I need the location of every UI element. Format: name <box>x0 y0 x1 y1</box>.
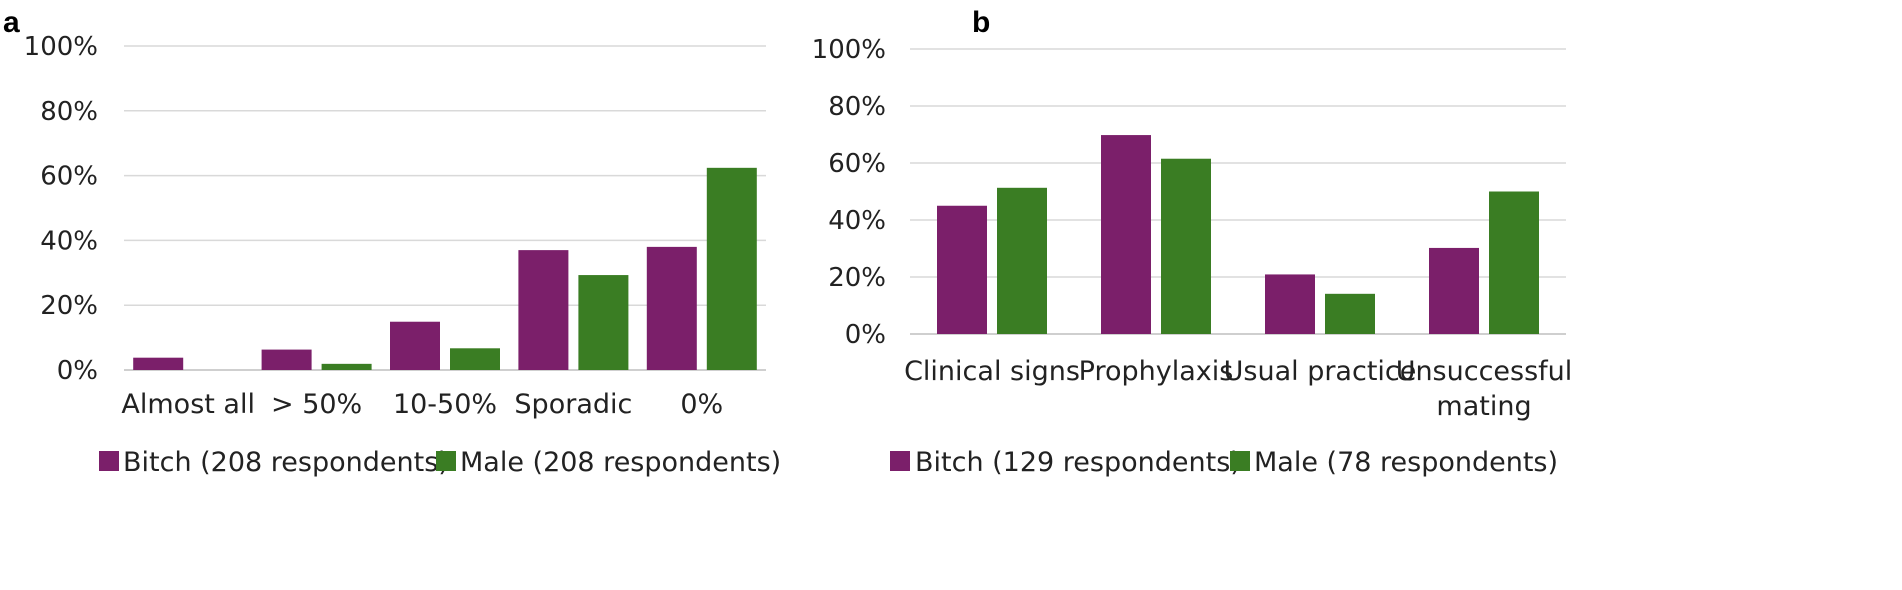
panel-a-category-label: > 50% <box>271 389 362 420</box>
panel-a-bar-bitch <box>133 357 184 370</box>
panel-a-bar-male <box>578 275 629 370</box>
panel-b-bar-male <box>1161 158 1211 334</box>
panel-a-ytick-label: 60% <box>40 162 98 192</box>
panel-b-label: b <box>972 6 990 39</box>
panel-a-bar-male <box>321 363 372 370</box>
panel-b-bar-bitch <box>1265 274 1315 334</box>
panel-a-bar-bitch <box>518 250 569 370</box>
panel-a-legend-swatch-bitch <box>99 451 119 471</box>
panel-b-legend-swatch-bitch <box>890 451 910 471</box>
panel-b-category-label: Prophylaxis <box>1079 356 1234 387</box>
panel-b-bar-male <box>1489 191 1539 334</box>
panel-a-bar-male <box>450 348 500 370</box>
panel-b-ytick-label: 60% <box>828 149 886 179</box>
panel-a-category-label: Sporadic <box>514 389 632 420</box>
panel-a-legend-label-bitch: Bitch (208 respondents) <box>123 447 449 478</box>
panel-a-ytick-label: 40% <box>40 226 98 256</box>
panel-a-bar-male <box>706 167 757 370</box>
panel-a-ytick-label: 20% <box>40 291 98 321</box>
panel-a-legend-swatch-male <box>436 451 456 471</box>
panel-a-ytick-label: 0% <box>57 356 98 386</box>
panel-b-bar-male <box>1325 293 1375 334</box>
panel-a-label: a <box>3 6 20 39</box>
panel-a-legend-label-male: Male (208 respondents) <box>460 447 781 478</box>
panel-b-category-label: Clinical signs <box>904 356 1080 387</box>
panel-b-ytick-label: 0% <box>845 320 886 350</box>
panel-a-ytick-label: 100% <box>24 32 98 62</box>
panel-b-legend-swatch-male <box>1230 451 1250 471</box>
panel-a-bar-bitch <box>261 349 312 370</box>
panel-b-ytick-label: 40% <box>828 206 886 236</box>
panel-b-bar-bitch <box>1429 247 1479 334</box>
panel-b-bar-bitch <box>937 205 987 334</box>
panel-b-ytick-label: 20% <box>828 263 886 293</box>
panel-b-legend-label-male: Male (78 respondents) <box>1254 447 1558 478</box>
panel-b-bar-male <box>997 187 1047 334</box>
panel-a-category-label: Almost all <box>121 389 255 420</box>
panel-b-bar-bitch <box>1101 135 1151 334</box>
panel-b-category-label: Unsuccessful mating <box>1396 356 1573 422</box>
panel-a-category-label: 10-50% <box>393 389 497 420</box>
panel-b-ytick-label: 80% <box>828 92 886 122</box>
panel-b-legend-label-bitch: Bitch (129 respondents) <box>915 447 1241 478</box>
panel-a-bar-bitch <box>646 246 697 370</box>
panel-b-category-label: Usual practice <box>1224 356 1417 387</box>
panel-a-category-label: 0% <box>680 389 723 420</box>
panel-b-ytick-label: 100% <box>812 35 886 65</box>
panel-a-bar-bitch <box>390 321 440 370</box>
panel-a-ytick-label: 80% <box>40 97 98 127</box>
